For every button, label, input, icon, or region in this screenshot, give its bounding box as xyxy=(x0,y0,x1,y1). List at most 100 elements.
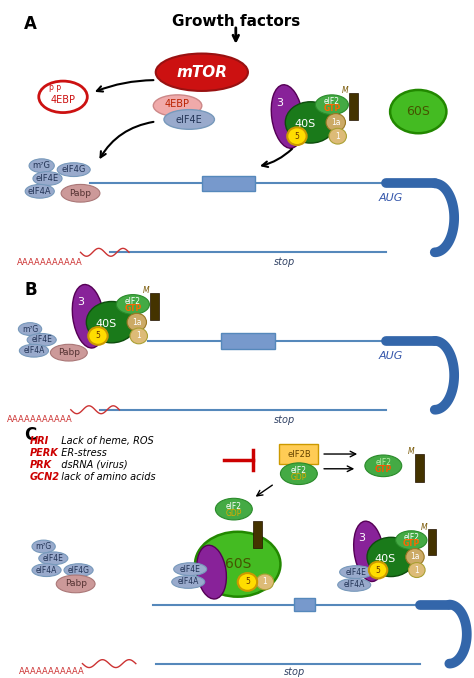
Text: 4EBP: 4EBP xyxy=(51,95,75,105)
Ellipse shape xyxy=(130,328,147,344)
Ellipse shape xyxy=(396,531,427,549)
Text: PERK: PERK xyxy=(30,448,59,458)
Text: eIF2: eIF2 xyxy=(125,297,141,306)
Text: 60S: 60S xyxy=(406,105,430,118)
Text: stop: stop xyxy=(283,667,305,677)
Text: 3: 3 xyxy=(77,298,84,308)
Ellipse shape xyxy=(326,113,346,132)
Text: C: C xyxy=(24,426,36,445)
Text: ER-stress: ER-stress xyxy=(55,448,107,458)
Text: 40S: 40S xyxy=(95,319,116,329)
Text: GDP: GDP xyxy=(291,473,307,482)
Ellipse shape xyxy=(285,102,336,143)
Text: stop: stop xyxy=(273,257,295,267)
Bar xyxy=(428,529,436,555)
Text: 1a: 1a xyxy=(132,318,142,327)
Text: p p: p p xyxy=(49,83,61,92)
Ellipse shape xyxy=(86,302,137,343)
Text: 5: 5 xyxy=(245,578,250,586)
Text: eIF4A: eIF4A xyxy=(36,565,57,575)
Ellipse shape xyxy=(172,576,205,589)
Ellipse shape xyxy=(365,455,402,477)
Text: m⁷G: m⁷G xyxy=(33,161,51,170)
Text: eIF2: eIF2 xyxy=(324,97,340,106)
Text: M: M xyxy=(143,286,150,295)
Text: AAAAAAAAAAA: AAAAAAAAAAA xyxy=(17,258,82,266)
Ellipse shape xyxy=(340,565,373,578)
Text: 5: 5 xyxy=(375,565,381,574)
Ellipse shape xyxy=(56,575,95,593)
Text: 1: 1 xyxy=(414,565,419,574)
Text: eIF4E: eIF4E xyxy=(180,565,201,574)
Text: eIF4A: eIF4A xyxy=(23,346,45,355)
Text: Pabp: Pabp xyxy=(70,188,91,198)
Text: m⁷G: m⁷G xyxy=(22,325,38,334)
Text: 40S: 40S xyxy=(375,554,396,564)
Text: M: M xyxy=(342,86,349,96)
Text: stop: stop xyxy=(273,414,295,424)
Ellipse shape xyxy=(25,184,55,198)
Text: 1a: 1a xyxy=(410,553,419,561)
Ellipse shape xyxy=(27,334,56,346)
Ellipse shape xyxy=(238,573,257,591)
Ellipse shape xyxy=(18,323,42,336)
Text: 4EBP: 4EBP xyxy=(165,99,190,108)
Text: dsRNA (virus): dsRNA (virus) xyxy=(55,460,128,470)
Ellipse shape xyxy=(29,159,55,173)
Ellipse shape xyxy=(173,563,207,576)
Ellipse shape xyxy=(50,344,87,361)
Text: GDP: GDP xyxy=(226,508,242,517)
Text: Pabp: Pabp xyxy=(58,348,80,357)
Text: eIF2: eIF2 xyxy=(375,458,392,467)
Text: 1: 1 xyxy=(137,332,141,340)
Ellipse shape xyxy=(64,563,93,576)
Ellipse shape xyxy=(390,90,447,134)
Text: HRI: HRI xyxy=(30,436,49,446)
Ellipse shape xyxy=(409,563,425,578)
Text: eIF2B: eIF2B xyxy=(287,450,311,458)
Text: eIF4E: eIF4E xyxy=(176,115,202,125)
Text: 60S: 60S xyxy=(225,557,251,572)
Ellipse shape xyxy=(127,313,146,331)
Ellipse shape xyxy=(369,561,387,578)
Ellipse shape xyxy=(164,110,214,129)
Ellipse shape xyxy=(315,95,348,115)
Text: GTP: GTP xyxy=(124,304,142,313)
Text: M: M xyxy=(421,523,428,532)
Text: 1: 1 xyxy=(263,578,267,586)
Text: 40S: 40S xyxy=(294,119,315,129)
Text: lack of amino acids: lack of amino acids xyxy=(55,472,156,481)
Text: 5: 5 xyxy=(294,132,300,141)
Text: A: A xyxy=(24,15,37,33)
Text: eIF4A: eIF4A xyxy=(178,578,199,586)
Text: PRK: PRK xyxy=(30,460,52,470)
Ellipse shape xyxy=(256,574,273,590)
Bar xyxy=(294,598,315,612)
Bar xyxy=(202,176,255,191)
Text: AUG: AUG xyxy=(379,351,403,361)
Bar xyxy=(349,93,358,121)
Text: 3: 3 xyxy=(276,98,283,108)
Ellipse shape xyxy=(19,344,48,357)
Ellipse shape xyxy=(197,545,227,599)
Bar xyxy=(280,444,319,464)
Ellipse shape xyxy=(72,285,104,348)
Text: eIF4E: eIF4E xyxy=(346,567,366,576)
Text: GTP: GTP xyxy=(402,540,420,549)
Ellipse shape xyxy=(32,563,61,576)
Text: GTP: GTP xyxy=(323,104,340,113)
Ellipse shape xyxy=(117,295,149,315)
Text: m⁷G: m⁷G xyxy=(36,542,52,551)
Text: eIF2: eIF2 xyxy=(403,533,419,542)
Bar xyxy=(253,521,262,549)
Text: eIF4G: eIF4G xyxy=(68,565,90,575)
Ellipse shape xyxy=(39,552,68,565)
Text: AAAAAAAAAAA: AAAAAAAAAAA xyxy=(7,415,73,424)
Ellipse shape xyxy=(287,127,307,145)
Text: eIF2: eIF2 xyxy=(226,502,242,511)
Bar xyxy=(221,333,274,348)
Text: eIF4G: eIF4G xyxy=(62,165,86,174)
Text: M: M xyxy=(408,447,415,456)
Text: GCN2: GCN2 xyxy=(30,472,60,481)
Text: Lack of heme, ROS: Lack of heme, ROS xyxy=(55,436,154,446)
